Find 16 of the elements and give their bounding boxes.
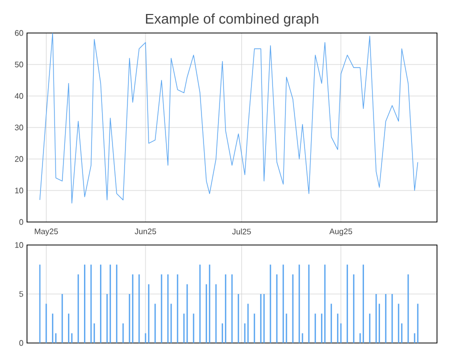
- y-tick-label: 20: [14, 156, 24, 162]
- x-tick-label: Jun25: [134, 228, 156, 234]
- y-tick-label: 0: [19, 219, 24, 225]
- y-tick-label: 5: [19, 291, 24, 297]
- y-tick-label: 40: [14, 93, 24, 99]
- line-series: [39, 33, 418, 204]
- y-tick-label: 50: [14, 62, 24, 68]
- x-tick-label: Jul25: [232, 228, 251, 234]
- y-tick-label: 60: [14, 30, 24, 36]
- y-tick-label: 10: [15, 242, 24, 248]
- chart-title: Example of combined graph: [146, 13, 318, 26]
- x-tick-label: Aug25: [329, 228, 352, 236]
- y-tick-label: 10: [15, 188, 24, 194]
- y-tick-label: 0: [19, 340, 24, 346]
- x-tick-label: May25: [34, 228, 58, 236]
- y-tick-label: 30: [14, 124, 24, 130]
